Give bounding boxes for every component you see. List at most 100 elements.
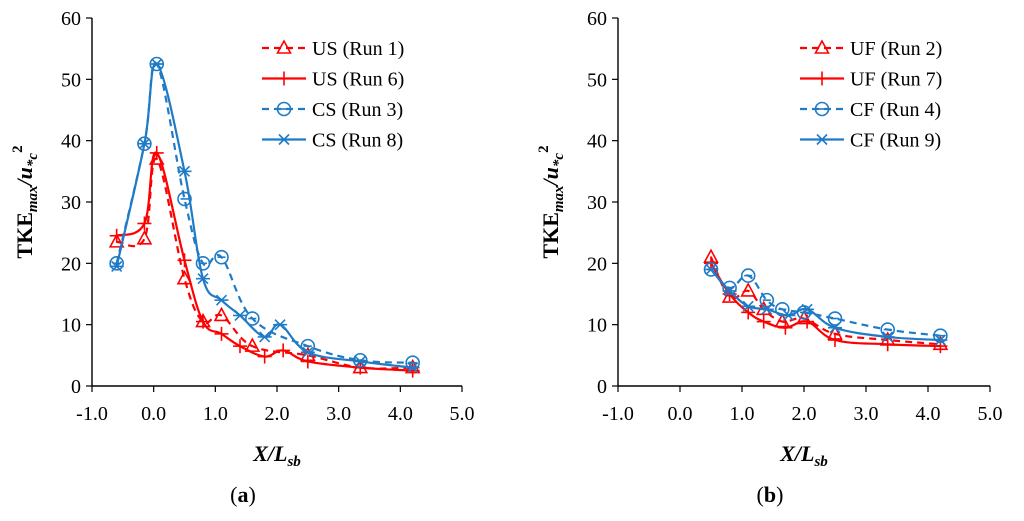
- x-tick-label-a: -1.0: [76, 403, 108, 425]
- x-tick-label-a: 5.0: [450, 403, 475, 425]
- data-point: [214, 294, 229, 306]
- y-axis-title-sub2-b: *c: [551, 153, 567, 168]
- panel-label-a: (a): [230, 482, 256, 507]
- legend-label: US (Run 1): [312, 38, 404, 60]
- y-axis-title-mid-b: /u: [538, 167, 563, 187]
- y-axis-title-main-b: TKE: [538, 212, 563, 258]
- legend-marker: [814, 101, 830, 117]
- y-tick-label-b: 50: [587, 69, 607, 91]
- panel-label-letter-b: b: [764, 482, 776, 507]
- chart-panel-b: 0 10 20 30 40 50 60 -1.0 0.0 1.0 2.0 3.0 4.0 5.0 UF (…: [536, 8, 1003, 507]
- panel-label-letter-a: a: [238, 482, 249, 507]
- y-tick-label-a: 20: [61, 253, 81, 275]
- x-tick-label-b: 3.0: [854, 403, 879, 425]
- y-tick-label-a: 60: [61, 8, 81, 30]
- y-axis-title-sub1-b: max: [551, 185, 567, 212]
- data-point: [300, 346, 315, 358]
- series-a-0: [108, 150, 421, 374]
- x-axis-title-sub-a: sb: [286, 454, 301, 470]
- series-a-1: [109, 145, 420, 378]
- data-point: [257, 349, 272, 364]
- data-point: [756, 314, 771, 329]
- y-tick-label-a: 10: [61, 315, 81, 337]
- panel-label-close-a: ): [249, 482, 256, 507]
- data-point: [933, 339, 948, 354]
- data-point: [108, 233, 125, 248]
- y-tick-label-b: 30: [587, 192, 607, 214]
- x-axis-title-main-b: X/L: [779, 441, 814, 466]
- y-tick-label-b: 20: [587, 253, 607, 275]
- x-tick-label-b: -1.0: [602, 403, 634, 425]
- ticks-b: 0 10 20 30 40 50 60 -1.0 0.0 1.0 2.0 3.0 4.0 5.0: [587, 8, 1003, 425]
- x-tick-label-b: 4.0: [916, 403, 941, 425]
- data-point: [177, 253, 192, 268]
- data-point: [300, 354, 315, 369]
- x-tick-label-a: 4.0: [388, 403, 413, 425]
- data-point: [828, 333, 842, 347]
- data-point: [244, 337, 261, 352]
- legend-b: UF (Run 2) UF (Run 7) CF (Run 4) CF (Run 9): [800, 38, 942, 152]
- data-point: [273, 319, 288, 331]
- series-line: [709, 256, 941, 346]
- data-point: [704, 263, 718, 276]
- x-tick-label-a: 1.0: [203, 403, 228, 425]
- data-point: [933, 328, 948, 344]
- data-point: [405, 363, 420, 378]
- legend-label: CS (Run 3): [312, 99, 403, 121]
- data-point: [214, 249, 229, 265]
- data-point: [800, 314, 815, 329]
- data-point: [759, 292, 775, 308]
- y-tick-label-b: 60: [587, 8, 607, 30]
- x-tick-label-b: 1.0: [730, 403, 755, 425]
- y-tick-label-b: 0: [597, 376, 607, 398]
- data-point: [880, 331, 895, 343]
- data-point: [136, 230, 153, 245]
- data-point: [196, 314, 210, 329]
- x-tick-label-a: 2.0: [265, 403, 290, 425]
- x-axis-title-a: X/Lsb: [252, 441, 301, 470]
- y-axis-title-sup-b: 2: [536, 145, 552, 153]
- y-tick-label-a: 40: [61, 131, 81, 153]
- x-tick-label-b: 5.0: [978, 403, 1003, 425]
- data-point: [741, 300, 756, 312]
- axes-a: [91, 18, 462, 387]
- legend-label: US (Run 6): [312, 69, 404, 91]
- data-point: [109, 228, 124, 243]
- legend-label: CF (Run 9): [850, 130, 941, 152]
- y-axis-title-sup-a: 2: [10, 145, 26, 153]
- x-tick-label-a: 0.0: [141, 403, 166, 425]
- data-point: [149, 145, 164, 160]
- panel-label-b: (b): [757, 482, 784, 507]
- y-axis-title-main-a: TKE: [12, 212, 37, 258]
- legend-marker: [277, 133, 291, 146]
- data-point: [741, 305, 756, 320]
- panel-label-open-a: (: [230, 482, 237, 507]
- legend-label: CS (Run 8): [312, 130, 403, 152]
- y-tick-label-b: 40: [587, 131, 607, 153]
- data-point: [405, 355, 420, 370]
- legend-a: US (Run 1) US (Run 6) CS (Run 3) CS (Run 8): [262, 38, 404, 152]
- data-point: [233, 339, 247, 354]
- data-point: [405, 362, 420, 374]
- legend-label: CF (Run 4): [850, 99, 941, 121]
- data-point: [137, 138, 152, 150]
- data-point: [828, 322, 842, 334]
- data-point: [740, 282, 757, 297]
- data-point: [778, 320, 793, 335]
- data-point: [177, 165, 192, 177]
- x-tick-label-b: 2.0: [792, 403, 817, 425]
- data-point: [149, 58, 164, 70]
- data-point: [276, 343, 291, 358]
- data-point: [721, 288, 738, 303]
- legend-marker: [276, 39, 292, 54]
- x-tick-label-b: 0.0: [668, 403, 693, 425]
- series-a: [108, 56, 421, 378]
- y-axis-title-a: TKEmax/u*c2: [10, 145, 41, 258]
- y-tick-label-b: 10: [587, 315, 607, 337]
- data-point: [800, 303, 815, 315]
- data-point: [759, 303, 774, 315]
- data-point: [214, 326, 229, 341]
- data-point: [933, 334, 948, 346]
- legend-label: UF (Run 7): [850, 69, 942, 91]
